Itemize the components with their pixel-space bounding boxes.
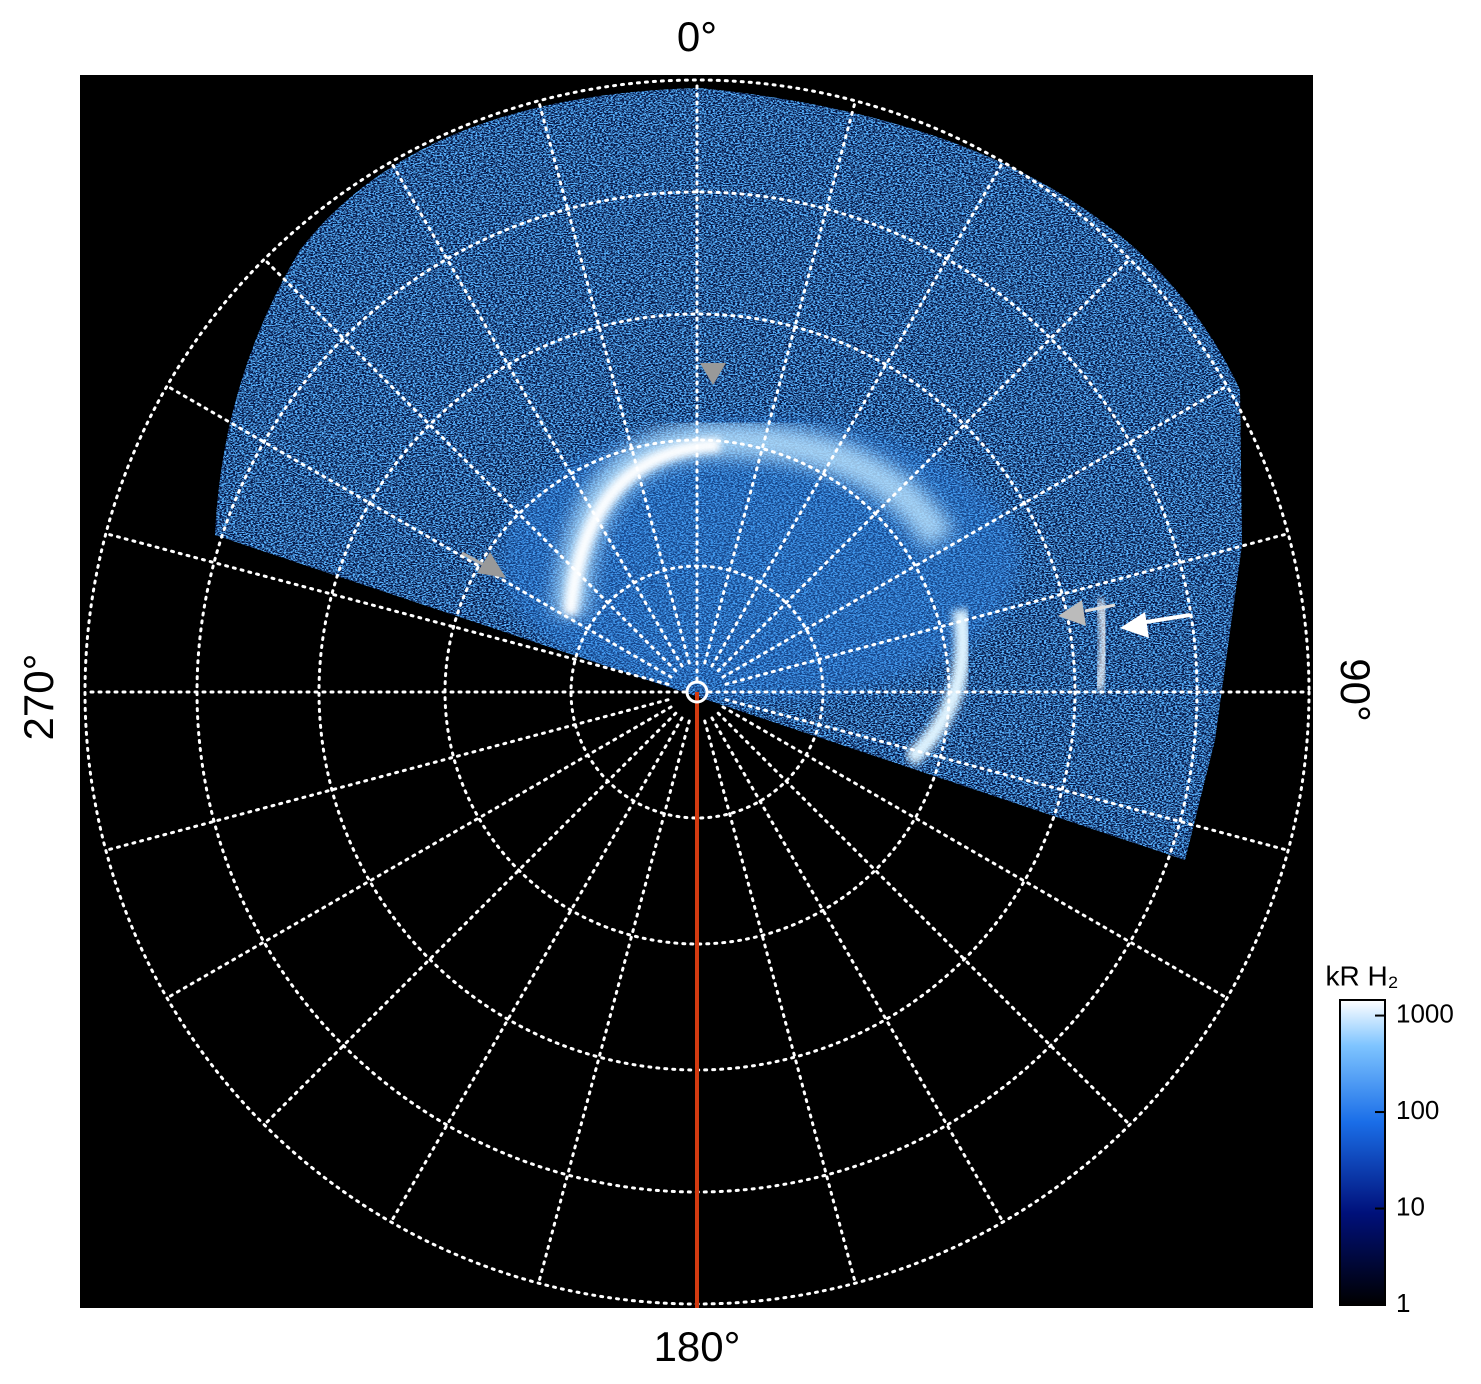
arrow — [1120, 612, 1149, 638]
arrow — [1058, 600, 1086, 626]
arrow — [700, 363, 726, 385]
grid-spoke — [710, 160, 1005, 668]
grid-spoke — [262, 257, 678, 673]
colorbar-ticks: 1 10 100 1000 — [1375, 998, 1454, 1318]
grid-spoke — [104, 698, 670, 852]
grid-spoke — [716, 257, 1132, 673]
grid-spoke — [165, 384, 673, 679]
grid-spoke — [710, 716, 1005, 1224]
arrow — [461, 551, 485, 567]
angle-label: 90° — [1332, 658, 1379, 722]
grid-spoke — [724, 698, 1290, 852]
arrow — [1139, 613, 1191, 625]
colorbar-tick-label: 1 — [1396, 1288, 1410, 1318]
grid-spoke — [716, 711, 1132, 1127]
arrow — [477, 552, 506, 578]
pole-marker — [685, 680, 709, 704]
colorbar-label: kR H₂ — [1325, 960, 1398, 991]
angle-label: 180° — [654, 1323, 741, 1370]
colorbar-tick-label: 1000 — [1396, 998, 1454, 1028]
colorbar-tick-label: 10 — [1396, 1191, 1425, 1221]
grid-spoke — [537, 719, 691, 1285]
grid-spoke — [104, 532, 670, 686]
colorbar — [1339, 999, 1386, 1306]
grid-spoke — [389, 716, 684, 1224]
arrow — [1084, 603, 1116, 613]
colorbar-tick-label: 100 — [1396, 1095, 1439, 1125]
angle-label: 270° — [15, 654, 62, 741]
grid-spoke — [703, 719, 857, 1285]
grid-spoke — [262, 711, 678, 1127]
grid-spoke — [721, 705, 1229, 1000]
grid-spoke — [724, 532, 1290, 686]
grid-spoke — [165, 705, 673, 1000]
grid-spoke — [537, 99, 691, 665]
grid-spoke — [389, 160, 684, 668]
grid-spoke — [703, 99, 857, 665]
grid-spoke — [721, 384, 1229, 679]
angle-label: 0° — [677, 13, 717, 60]
